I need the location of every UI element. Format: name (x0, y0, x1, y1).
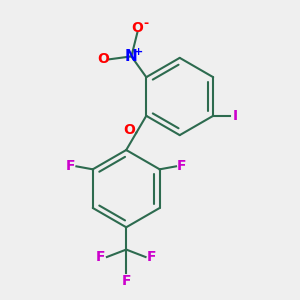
Text: F: F (147, 250, 156, 264)
Text: O: O (131, 21, 143, 35)
Text: O: O (123, 123, 135, 137)
Text: I: I (233, 109, 238, 123)
Text: F: F (122, 274, 131, 288)
Text: F: F (177, 159, 187, 173)
Text: +: + (134, 47, 143, 57)
Text: F: F (96, 250, 106, 264)
Text: F: F (66, 159, 75, 173)
Text: N: N (125, 49, 138, 64)
Text: O: O (97, 52, 109, 66)
Text: -: - (144, 17, 149, 30)
